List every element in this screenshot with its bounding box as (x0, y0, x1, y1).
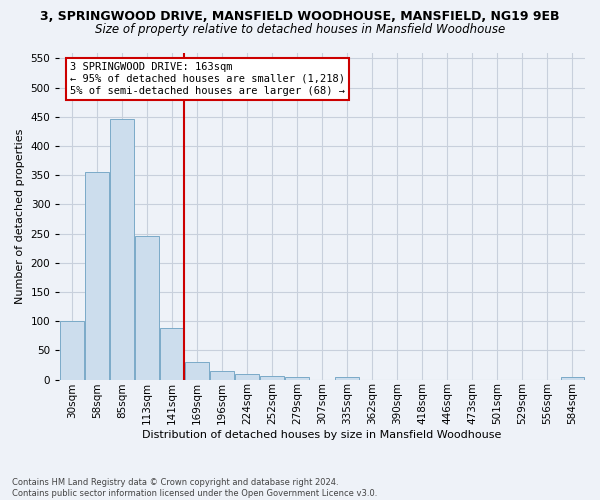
Bar (185, 362, 209, 380)
Bar (135, 236, 159, 380)
Bar (85, 172, 109, 380)
Bar (335, 376, 359, 380)
Text: Size of property relative to detached houses in Mansfield Woodhouse: Size of property relative to detached ho… (95, 22, 505, 36)
Bar (60, 320, 84, 380)
Y-axis label: Number of detached properties: Number of detached properties (15, 128, 25, 304)
X-axis label: Distribution of detached houses by size in Mansfield Woodhouse: Distribution of detached houses by size … (142, 430, 502, 440)
Text: 3 SPRINGWOOD DRIVE: 163sqm
← 95% of detached houses are smaller (1,218)
5% of se: 3 SPRINGWOOD DRIVE: 163sqm ← 95% of deta… (70, 62, 345, 96)
Bar (160, 328, 184, 380)
Bar (210, 372, 234, 380)
Bar (235, 374, 259, 380)
Bar (285, 376, 309, 380)
Text: Contains HM Land Registry data © Crown copyright and database right 2024.
Contai: Contains HM Land Registry data © Crown c… (12, 478, 377, 498)
Text: 3, SPRINGWOOD DRIVE, MANSFIELD WOODHOUSE, MANSFIELD, NG19 9EB: 3, SPRINGWOOD DRIVE, MANSFIELD WOODHOUSE… (40, 10, 560, 23)
Bar (560, 376, 584, 380)
Bar (260, 376, 284, 380)
Bar (110, 119, 134, 380)
